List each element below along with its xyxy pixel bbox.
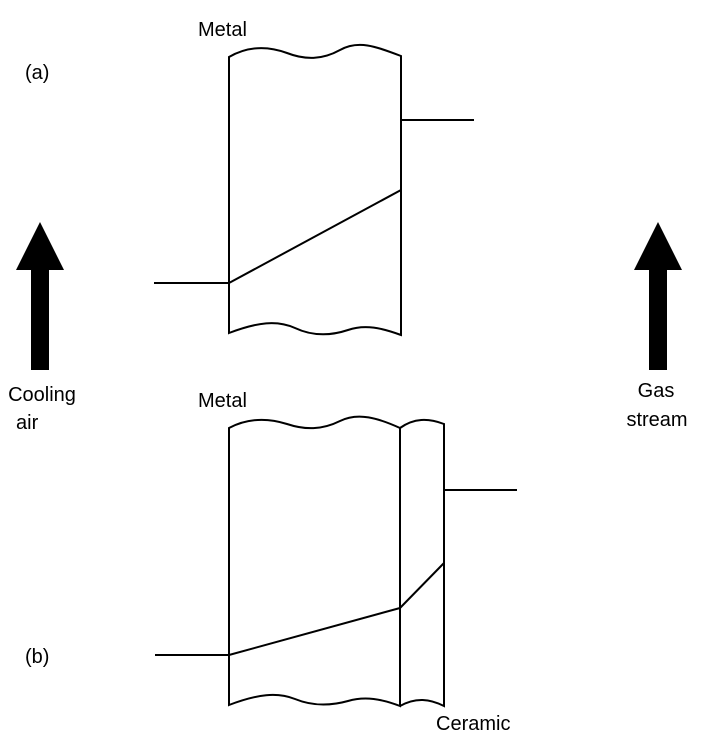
gas-stream-arrow-icon bbox=[634, 222, 682, 370]
panel-b-metal-label: Metal bbox=[198, 390, 247, 412]
panel-b-ceramic-label: Ceramic bbox=[436, 713, 510, 735]
panel-a-metal-wall bbox=[228, 43, 402, 337]
panel-b-metal-temp-gradient bbox=[228, 607, 401, 656]
gas-stream-indicator: Gas stream bbox=[626, 222, 688, 431]
panel-a-metal-temp-gradient bbox=[228, 189, 402, 284]
panel-b-label: (b) bbox=[25, 646, 49, 668]
panel-a: (a) Metal bbox=[25, 19, 474, 337]
cooling-air-label-line2: air bbox=[16, 412, 39, 434]
panel-b-ceramic-temp-gradient bbox=[399, 562, 445, 609]
cooling-air-label-line1: Cooling bbox=[8, 384, 76, 406]
gas-stream-label-line2: stream bbox=[626, 409, 687, 431]
gas-stream-label-line1: Gas bbox=[638, 380, 675, 402]
cooling-air-arrow-icon bbox=[16, 222, 64, 370]
panel-a-metal-label: Metal bbox=[198, 19, 247, 41]
cooling-air-indicator: Cooling air bbox=[8, 222, 76, 434]
panel-b: (b) Metal Ceramic bbox=[25, 390, 517, 735]
panel-b-ceramic-coating bbox=[399, 418, 445, 708]
panel-b-metal-wall bbox=[228, 415, 401, 708]
panel-a-label: (a) bbox=[25, 62, 49, 84]
